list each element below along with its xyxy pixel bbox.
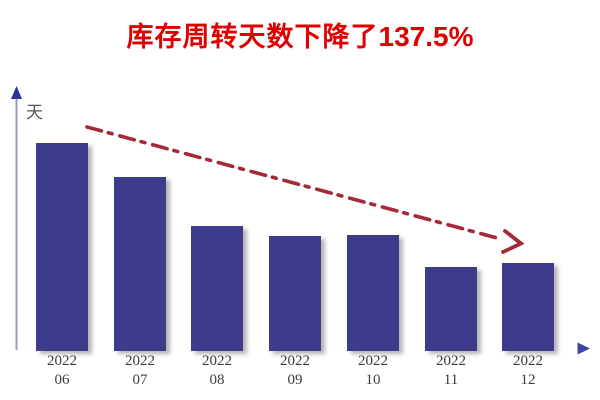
- bar-2022-07: [114, 177, 166, 351]
- x-label-2022-09: 2022 09: [259, 352, 331, 390]
- x-label-year: 2022: [280, 353, 310, 369]
- x-label-year: 2022: [125, 353, 155, 369]
- bar-2022-11: [425, 267, 477, 351]
- x-label-year: 2022: [513, 353, 543, 369]
- trend-arrowhead-icon: [501, 229, 525, 254]
- chart-title: 库存周转天数下降了137.5%: [0, 15, 600, 54]
- bar-2022-06: [36, 143, 88, 351]
- x-label-month: 10: [365, 372, 381, 388]
- trend-line: [85, 125, 499, 240]
- chart-title-percent: 137.5%: [378, 21, 474, 52]
- bar-2022-12: [502, 263, 554, 351]
- x-label-month: 09: [287, 372, 303, 388]
- x-axis-arrow-icon: [577, 342, 590, 355]
- chart-title-text: 库存周转天数下降了: [126, 22, 379, 52]
- x-label-2022-07: 2022 07: [104, 352, 176, 390]
- bar-2022-10: [347, 235, 399, 351]
- bar-2022-09: [269, 236, 321, 351]
- x-label-2022-06: 2022 06: [26, 352, 98, 390]
- x-label-year: 2022: [436, 353, 466, 369]
- x-label-year: 2022: [358, 353, 388, 369]
- x-label-month: 12: [520, 372, 536, 388]
- bar-2022-08: [191, 226, 243, 351]
- x-label-year: 2022: [202, 353, 232, 369]
- y-axis-arrow-icon: [11, 86, 22, 99]
- x-label-month: 06: [54, 372, 70, 388]
- x-label-2022-08: 2022 08: [181, 352, 253, 390]
- x-label-2022-10: 2022 10: [337, 352, 409, 390]
- y-axis-label: 天: [26, 103, 43, 122]
- x-label-month: 08: [209, 372, 225, 388]
- x-label-year: 2022: [47, 353, 77, 369]
- x-label-month: 11: [443, 372, 459, 388]
- x-label-2022-11: 2022 11: [415, 352, 487, 390]
- x-label-month: 07: [132, 372, 148, 388]
- x-label-2022-12: 2022 12: [492, 352, 564, 390]
